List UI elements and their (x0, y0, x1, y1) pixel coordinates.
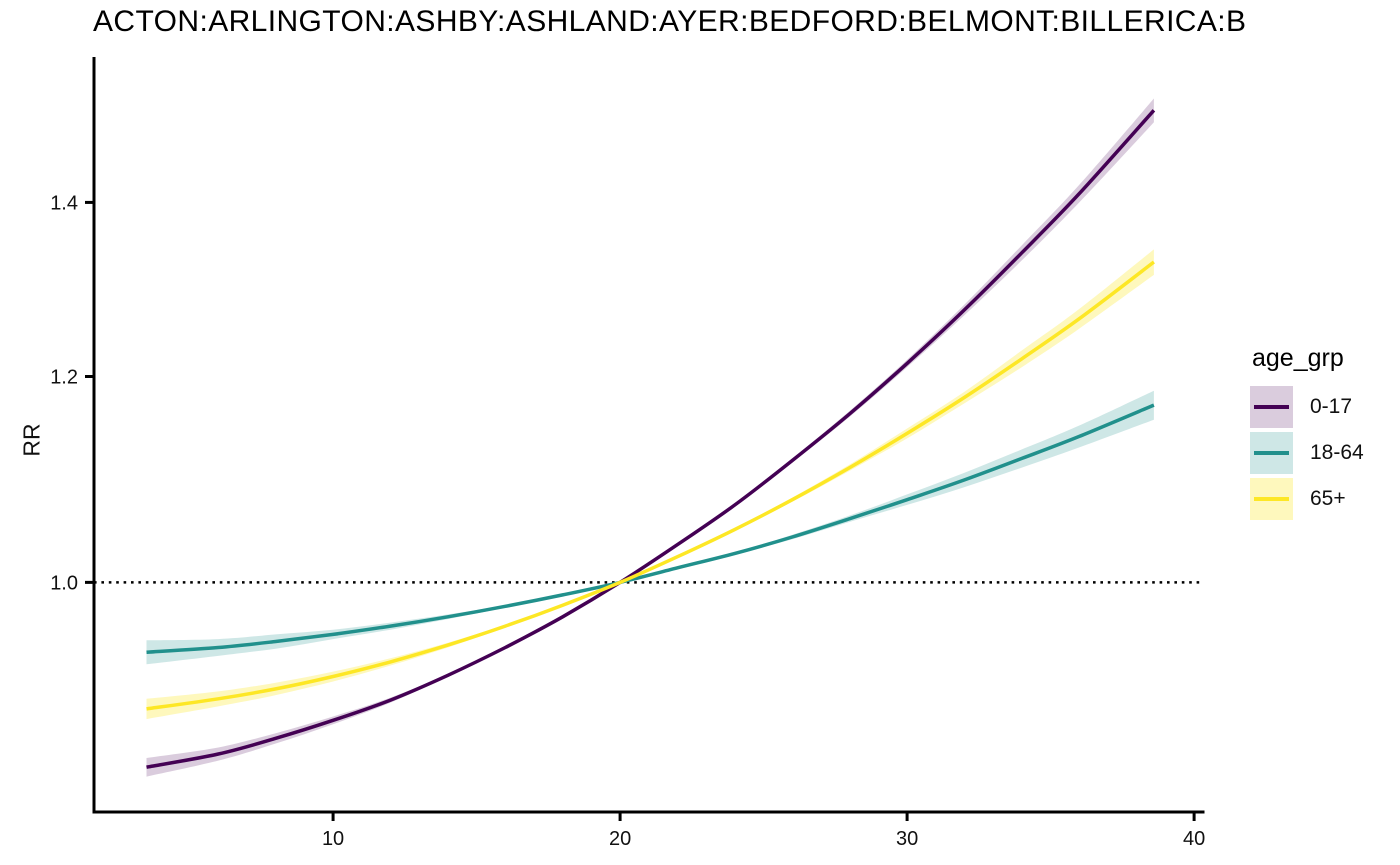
legend-item: 18-64 (1250, 432, 1364, 474)
legend-key-swatch (1250, 432, 1293, 474)
ci-ribbon-65+ (146, 249, 1154, 720)
legend-item-label: 65+ (1310, 487, 1346, 510)
legend-item-label: 18-64 (1310, 441, 1364, 464)
chart-title: ACTON:ARLINGTON:ASHBY:ASHLAND:AYER:BEDFO… (93, 5, 1247, 38)
legend-key-line-icon (1254, 451, 1289, 455)
legend-key-swatch (1250, 478, 1293, 520)
series-line-65+ (146, 260, 1155, 711)
y-tick-label: 1.2 (50, 366, 78, 388)
ci-ribbon-18-64 (146, 390, 1154, 665)
ci-ribbon-0-17 (146, 98, 1154, 777)
series-line-18-64 (146, 403, 1155, 655)
y-tick-label: 1.0 (50, 572, 78, 594)
legend: age_grp 0-17 18-64 65+ (1250, 344, 1364, 524)
legend-key-line-icon (1254, 497, 1289, 501)
legend-key-swatch (1250, 386, 1293, 428)
x-tick-label: 40 (1183, 828, 1205, 850)
legend-title: age_grp (1252, 344, 1344, 372)
legend-key-line-icon (1254, 405, 1289, 409)
x-tick-label: 20 (609, 828, 631, 850)
x-tick-label: 30 (896, 828, 918, 850)
y-tick-label: 1.4 (50, 192, 78, 214)
series-line-0-17 (146, 109, 1156, 769)
y-axis-title: RR (18, 423, 45, 457)
legend-item-label: 0-17 (1310, 395, 1353, 418)
legend-item: 0-17 (1250, 386, 1364, 428)
x-tick-label: 10 (322, 828, 344, 850)
legend-item: 65+ (1250, 478, 1364, 520)
